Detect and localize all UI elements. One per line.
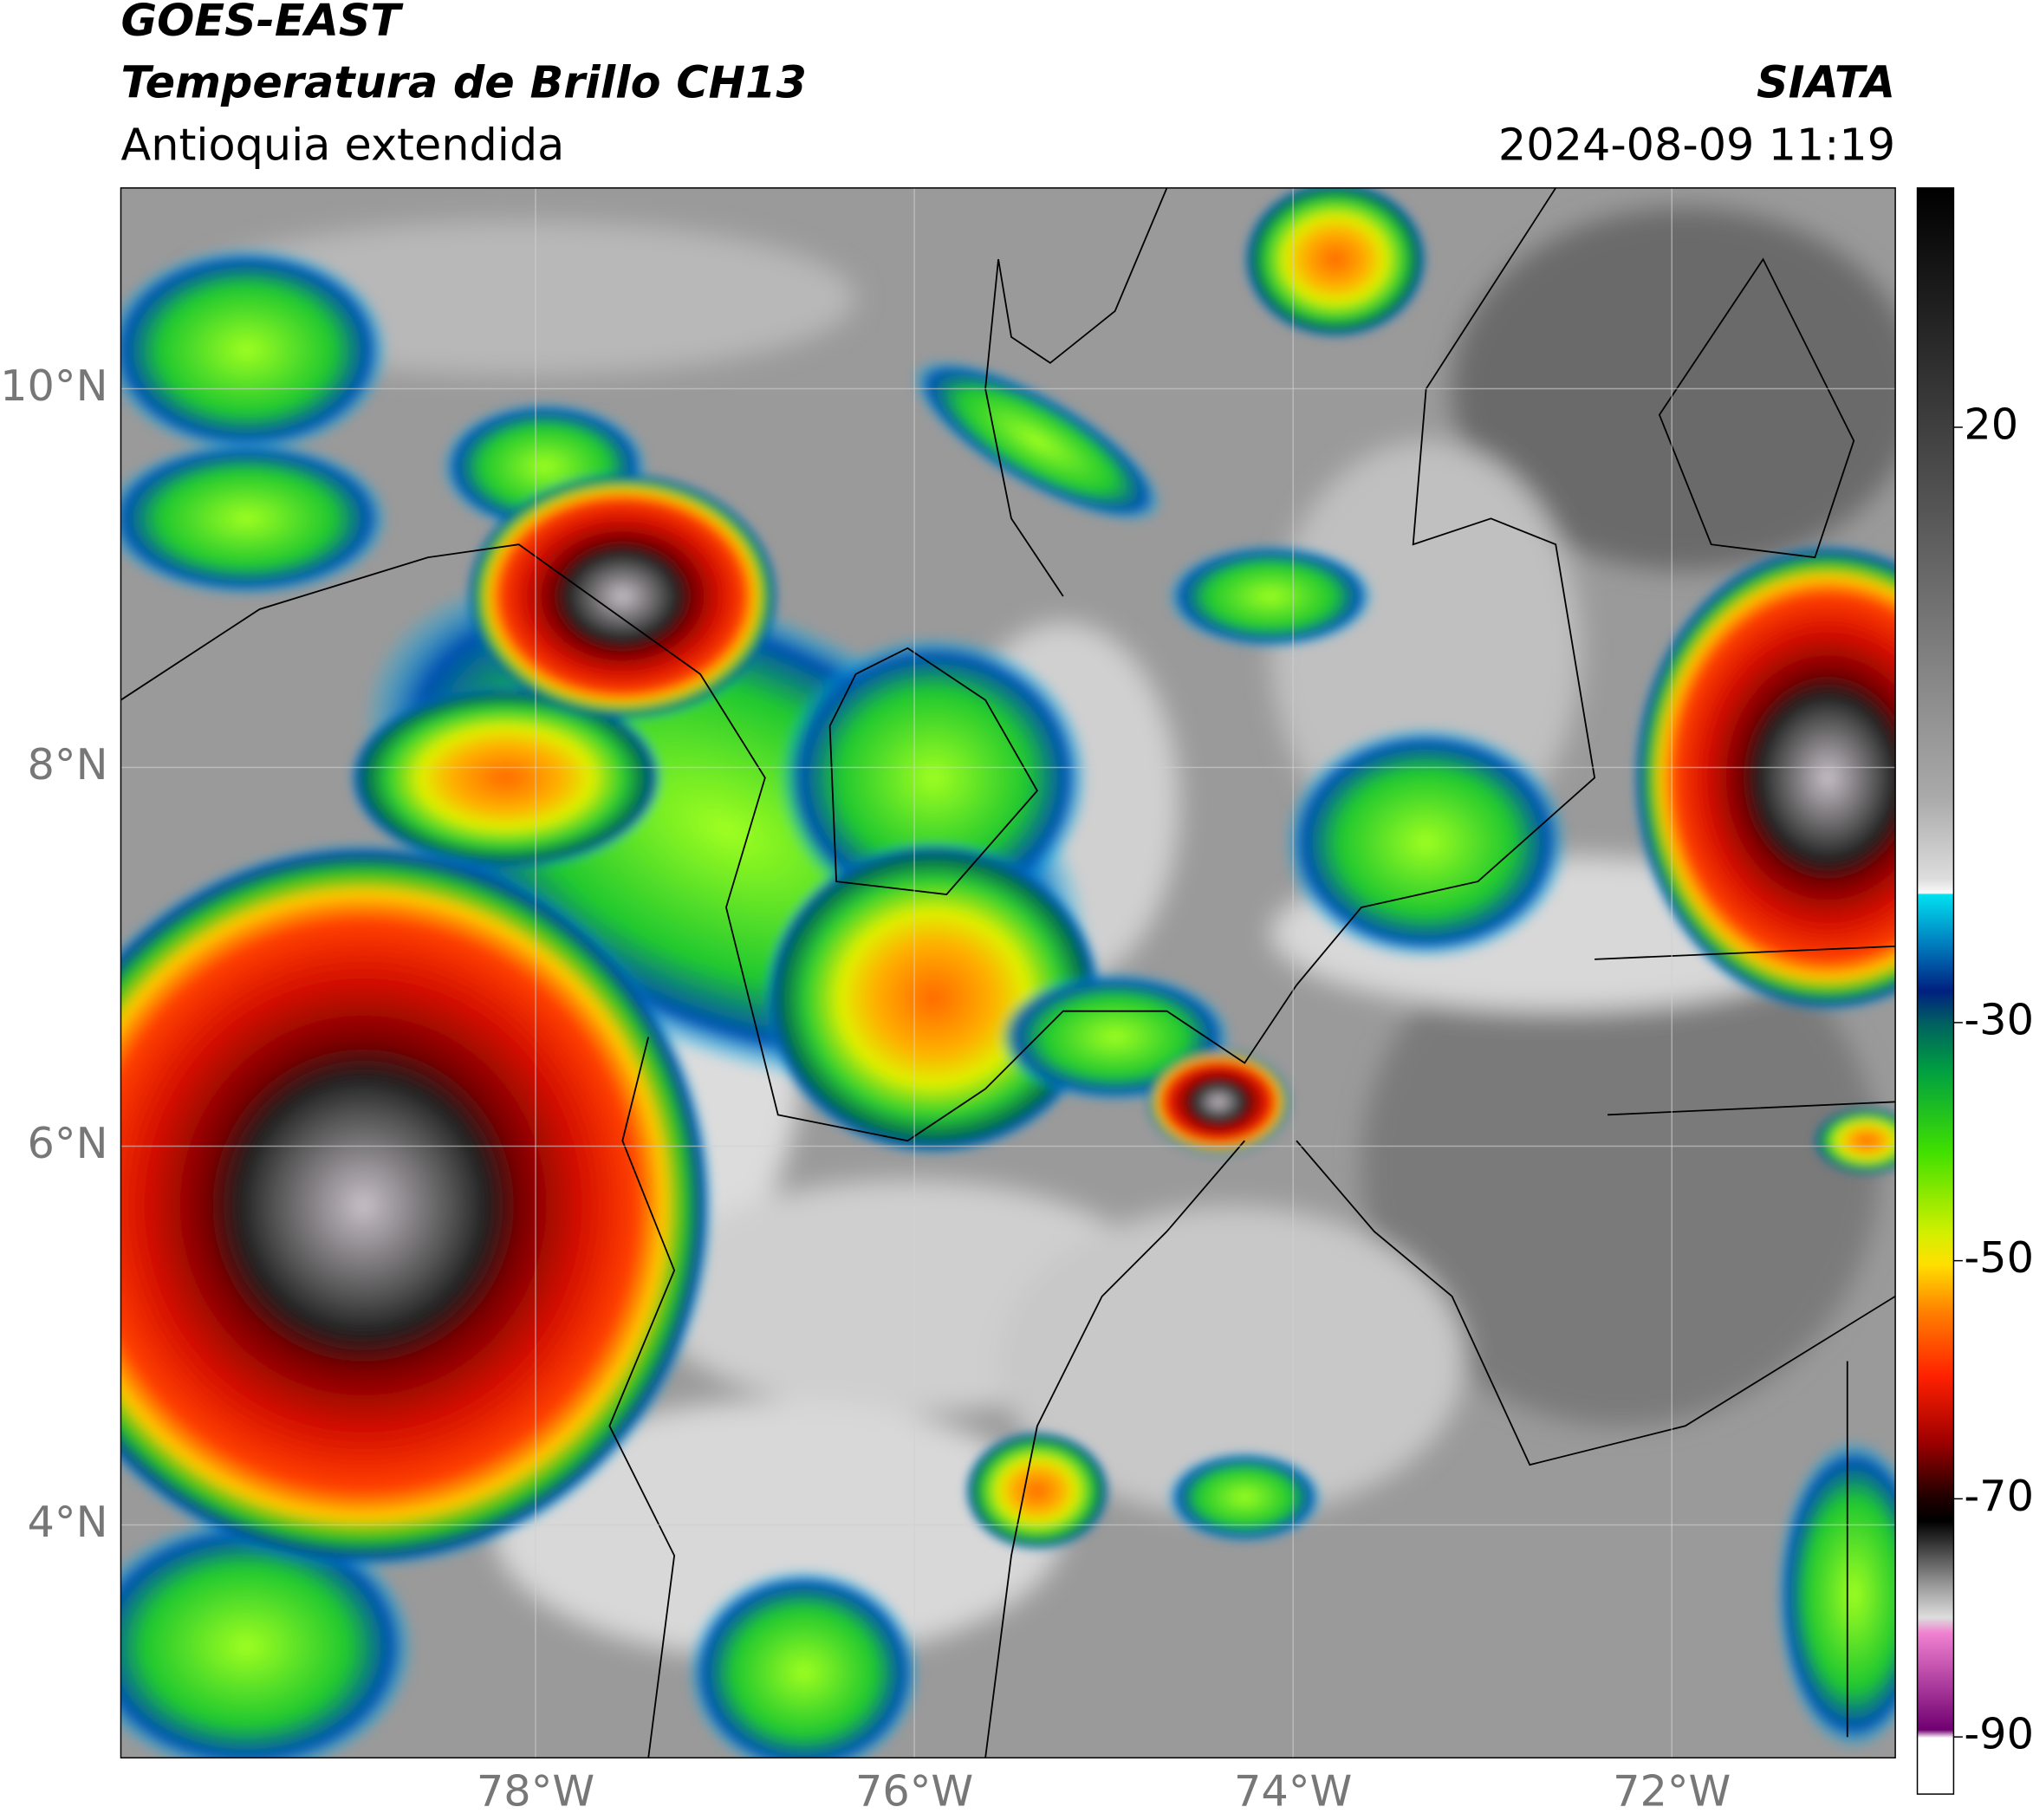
colorbar-tick-label: -70 [1964,1471,2033,1521]
x-tick-label: 76°W [855,1766,973,1817]
colorbar-tick-label: 20 [1964,400,2018,450]
boundaries [120,187,1896,1758]
y-tick-label: 6°N [28,1118,108,1168]
colorbar-tick-label: -30 [1964,994,2033,1044]
boundary-line [1658,257,1855,559]
colorbar-tick-label: -50 [1964,1232,2033,1283]
x-tick-label: 72°W [1613,1766,1731,1817]
boundary-line [828,647,1039,895]
colorbar-ticks: 20 -30 -50 -70 -90 [1953,400,2033,1759]
x-tick-label: 74°W [1234,1766,1352,1817]
y-tick-label: 10°N [0,361,107,411]
boundary-line [1595,945,1896,1738]
map-imagery [120,187,1896,1758]
boundary-line [120,187,1596,1142]
coast-line [984,187,1168,597]
convective-cells [120,187,1896,1758]
y-tick-label: 8°N [28,739,108,790]
datetime: 2024-08-09 11:19 [1498,120,1895,171]
y-tick-label: 4°N [28,1497,108,1547]
coast-line [608,1037,676,1758]
x-tick-label: 78°W [477,1766,594,1817]
region: Antioquia extendida [120,120,564,171]
grid [120,187,1896,1758]
boundary-line [984,1140,1245,1758]
boundary-line [1296,1140,1896,1466]
map-frame [120,187,1896,1758]
agency: SIATA [1757,57,1895,108]
axis-ticks: 78°W 76°W 74°W 72°W 4°N 6°N 8°N 10°N [0,361,1731,1817]
colorbar-tick-label: -90 [1964,1709,2033,1759]
title: GOES-EAST [120,0,404,46]
colorbar [1916,187,1955,1795]
subtitle: Temperatura de Brillo CH13 [120,57,806,108]
